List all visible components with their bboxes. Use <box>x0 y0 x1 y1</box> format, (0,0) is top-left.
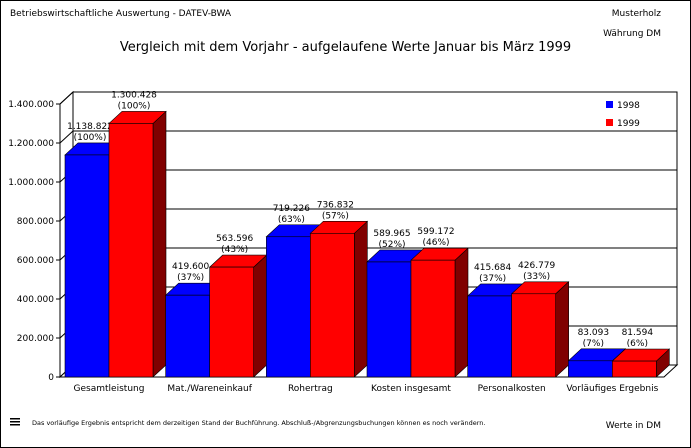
note-icon <box>10 418 20 426</box>
data-label-percent: (100%) <box>118 101 151 111</box>
data-label: 599.172 <box>417 227 454 237</box>
data-label-percent: (6%) <box>627 339 648 349</box>
x-tick-label: Vorläufiges Ergebnis <box>566 384 658 394</box>
x-tick-label: Mat./Wareneinkauf <box>167 384 252 394</box>
data-label-percent: (52%) <box>378 240 405 250</box>
report-header: Betriebswirtschaftliche Auswertung - DAT… <box>10 9 232 19</box>
bar <box>467 295 512 378</box>
legend-swatch <box>606 119 613 126</box>
data-label: 563.596 <box>216 234 253 244</box>
bar <box>165 294 210 378</box>
units-label: Werte in DM <box>605 421 661 431</box>
bar <box>310 233 355 378</box>
y-tick-label: 600.000 <box>17 256 54 266</box>
y-tick-label: 1.000.000 <box>8 178 54 188</box>
legend-label: 1998 <box>617 101 640 111</box>
bar-side <box>152 110 167 378</box>
data-label-percent: (100%) <box>74 133 107 143</box>
data-label: 81.594 <box>622 328 654 338</box>
data-label: 589.965 <box>373 229 410 239</box>
footnote: Das vorläufige Ergebnis entspricht dem d… <box>32 419 486 427</box>
data-label-percent: (46%) <box>422 238 449 248</box>
legend-label: 1999 <box>617 119 640 129</box>
bar <box>511 293 556 378</box>
bar <box>64 154 110 378</box>
data-label-percent: (7%) <box>583 339 604 349</box>
bar-side <box>253 254 267 378</box>
bar <box>366 261 412 378</box>
x-tick-label: Kosten insgesamt <box>371 384 451 394</box>
y-tick-label: 200.000 <box>17 334 54 344</box>
data-label: 1.300.428 <box>111 90 157 100</box>
data-label-percent: (37%) <box>479 274 506 284</box>
bar-side <box>555 281 569 378</box>
data-label: 419.600 <box>172 262 209 272</box>
data-label-percent: (37%) <box>177 273 204 283</box>
bar <box>612 360 657 378</box>
x-tick-label: Gesamtleistung <box>74 384 145 394</box>
bar <box>266 236 311 378</box>
y-tick-label: 0 <box>48 373 54 383</box>
bar-side <box>454 247 469 378</box>
bar <box>568 360 613 378</box>
company-name: Musterholz <box>611 9 661 19</box>
data-label: 1.138.822 <box>67 122 113 132</box>
x-tick-label: Personalkosten <box>478 384 546 394</box>
gridline-side <box>59 91 74 105</box>
y-tick-label: 800.000 <box>17 217 54 227</box>
data-label: 83.093 <box>578 328 610 338</box>
gridline-side <box>59 130 74 144</box>
data-label: 426.779 <box>518 261 555 271</box>
bar <box>108 123 154 378</box>
bar-side <box>354 220 368 378</box>
data-label-percent: (63%) <box>278 215 305 225</box>
bar <box>209 266 254 378</box>
data-label: 415.684 <box>474 263 511 273</box>
y-tick-label: 400.000 <box>17 295 54 305</box>
data-label: 736.832 <box>317 200 354 210</box>
data-label-percent: (33%) <box>523 272 550 282</box>
data-label: 719.226 <box>273 204 310 214</box>
legend-swatch <box>606 101 613 108</box>
y-tick-label: 1.200.000 <box>8 139 54 149</box>
y-tick-label: 1.400.000 <box>8 100 54 110</box>
data-label-percent: (43%) <box>221 245 248 255</box>
chart-title: Vergleich mit dem Vorjahr - aufgelaufene… <box>119 40 572 55</box>
data-label-percent: (57%) <box>322 211 349 221</box>
currency-label: Währung DM <box>603 29 661 39</box>
bar <box>410 259 456 378</box>
x-tick-label: Rohertrag <box>288 384 333 394</box>
